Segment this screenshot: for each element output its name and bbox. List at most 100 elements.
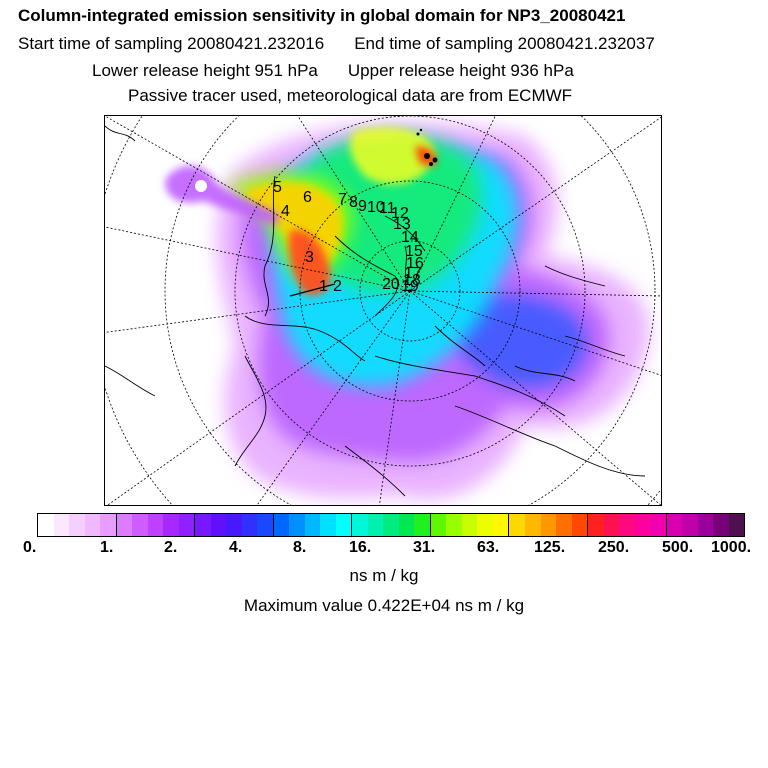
colorbar-swatch <box>210 514 227 536</box>
track-label-13: 13 <box>393 216 411 233</box>
colorbar-swatch <box>603 514 620 536</box>
colorbar-swatch <box>634 514 651 536</box>
track-label-20: 20 <box>382 276 400 293</box>
track-label-7: 7 <box>338 191 347 208</box>
tracer-note: Passive tracer used, meteorological data… <box>128 86 573 105</box>
colorbar-tick-10: 500. <box>662 539 694 556</box>
track-label-18: 18 <box>403 272 421 289</box>
colorbar-tick-1: 1. <box>100 539 114 556</box>
track-label-17: 17 <box>404 265 422 282</box>
track-label-11: 11 <box>379 200 396 217</box>
colorbar-swatch <box>446 514 462 536</box>
track-label-2: 2 <box>333 278 342 295</box>
colorbar-swatch <box>682 514 698 536</box>
colorbar-swatch <box>289 514 305 536</box>
colorbar-swatch <box>414 514 430 536</box>
start-time: Start time of sampling 20080421.232016 <box>18 34 325 53</box>
colorbar-swatch <box>728 514 745 536</box>
plume-red <box>288 230 331 296</box>
colorbar-swatch <box>147 514 164 536</box>
colorbar-swatch <box>178 514 195 536</box>
release-heights: Lower release height 951 hPa Upper releas… <box>92 61 574 81</box>
colorbar-tick-4: 8. <box>293 539 307 556</box>
colorbar-swatch <box>367 514 384 536</box>
colorbar-swatch <box>571 514 588 536</box>
colorbar-swatch <box>69 514 85 536</box>
track-label-6: 6 <box>303 189 312 206</box>
flight-track <box>289 283 336 297</box>
colorbar-swatch <box>132 514 148 536</box>
colorbar-swatch <box>383 514 399 536</box>
plume-field <box>165 122 649 500</box>
colorbar-swatch <box>320 514 336 536</box>
colorbar-tick-11: 1000. <box>711 539 752 556</box>
colorbar-swatch <box>241 514 258 536</box>
colorbar-swatch <box>115 514 133 536</box>
plot-title: Column-integrated emission sensitivity i… <box>18 6 626 25</box>
colorbar-swatch <box>508 514 525 536</box>
colorbar-swatch <box>665 514 683 536</box>
plume-yellow-north <box>349 127 435 185</box>
colorbar-tick-3: 4. <box>229 539 243 556</box>
colorbar-swatch <box>304 514 321 536</box>
colorbar-swatch <box>713 514 729 536</box>
colorbar-swatch <box>257 514 273 536</box>
colorbar-tick-7: 63. <box>477 539 500 556</box>
colorbar-swatch <box>226 514 242 536</box>
colorbar-swatch <box>540 514 557 536</box>
track-label-9: 9 <box>358 198 367 215</box>
plume-loop-hole <box>195 180 207 192</box>
sensitivity-map: 1 2 3 4 5 6 7 8 9 10 11 12 13 14 15 16 1… <box>105 116 661 505</box>
track-label-16: 16 <box>406 255 424 272</box>
colorbar-swatch <box>556 514 572 536</box>
lower-release-height: Lower release height 951 hPa <box>92 61 318 80</box>
colorbar-swatch <box>100 514 116 536</box>
track-label-5: 5 <box>273 179 282 196</box>
colorbar-swatch <box>477 514 493 536</box>
colorbar-swatch <box>163 514 179 536</box>
graticule <box>105 116 661 505</box>
colorbar-swatch <box>84 514 101 536</box>
colorbar-swatch <box>398 514 415 536</box>
colorbar-swatch <box>194 514 211 536</box>
dark-patches <box>416 128 438 166</box>
track-label-14: 14 <box>401 229 419 246</box>
colorbar-swatch <box>524 514 541 536</box>
plume-blue <box>455 294 586 387</box>
track-labels: 1 2 3 4 5 6 7 8 9 10 11 12 13 14 15 16 1… <box>273 179 424 295</box>
track-label-1: 1 <box>319 278 328 295</box>
track-label-4: 4 <box>281 203 290 220</box>
colorbar-swatch <box>650 514 666 536</box>
coastlines <box>105 125 646 497</box>
colorbar-swatch <box>492 514 509 536</box>
colorbar-swatch <box>587 514 604 536</box>
colorbar-tick-6: 31. <box>413 539 436 556</box>
colorbar-tick-5: 16. <box>349 539 372 556</box>
maximum-value: Maximum value 0.422E+04 ns m / kg <box>243 596 525 615</box>
colorbar-tick-0: 0. <box>23 539 37 556</box>
plume-green <box>303 134 482 293</box>
track-label-15: 15 <box>405 243 423 260</box>
colorbar-swatch <box>351 514 368 536</box>
colorbar-swatch <box>461 514 478 536</box>
map-panel: 1 2 3 4 5 6 7 8 9 10 11 12 13 14 15 16 1… <box>104 115 662 506</box>
colorbar-tick-9: 250. <box>598 539 630 556</box>
track-label-3: 3 <box>305 249 314 266</box>
colorbar-tick-2: 2. <box>164 539 178 556</box>
upper-release-height: Upper release height 936 hPa <box>347 61 574 80</box>
colorbar-swatch <box>53 514 70 536</box>
track-label-12: 12 <box>391 205 409 222</box>
colorbar-swatch <box>697 514 714 536</box>
track-label-10: 10 <box>367 199 385 216</box>
colorbar-swatch <box>38 514 54 536</box>
colorbar-swatch <box>429 514 447 536</box>
track-label-19: 19 <box>401 278 419 295</box>
sampling-times: Start time of sampling 20080421.232016 En… <box>18 34 655 54</box>
plume-loop <box>165 166 280 226</box>
colorbar-swatch <box>272 514 290 536</box>
end-time: End time of sampling 20080421.232037 <box>354 34 655 53</box>
colorbar-swatch <box>335 514 352 536</box>
track-label-8: 8 <box>349 194 358 211</box>
colorbar-tick-8: 125. <box>534 539 566 556</box>
colorbar-units: ns m / kg <box>349 566 419 585</box>
